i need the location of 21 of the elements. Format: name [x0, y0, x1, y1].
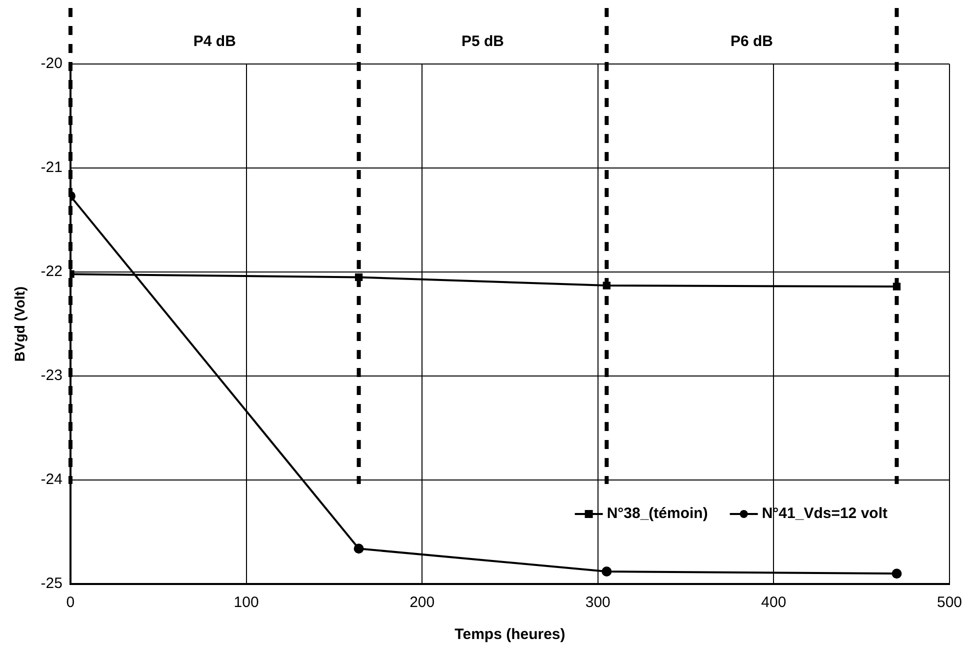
point: [602, 566, 612, 577]
x-tick-label: 500: [936, 594, 962, 612]
y-tick-label: -24: [40, 471, 62, 488]
y-tick-label: -23: [40, 367, 62, 384]
y-tick-label: -20: [40, 55, 62, 72]
x-tick-label: 200: [410, 594, 435, 612]
text: P4 dB: [193, 33, 236, 50]
x-tick-label: 0: [66, 594, 75, 612]
y-axis-title: BVgd (Volt): [11, 286, 28, 362]
point: [892, 568, 902, 579]
x-axis-title: Temps (heures): [454, 626, 566, 644]
text: P5 dB: [461, 33, 504, 50]
text: P6 dB: [730, 33, 774, 50]
legend-label: N°38_(témoin): [606, 505, 708, 522]
y-tick-label: -21: [40, 159, 62, 176]
y-tick-label: -25: [40, 575, 62, 592]
point: [354, 544, 364, 554]
x-tick-label: 400: [761, 594, 786, 612]
y-tick-label: -22: [40, 263, 62, 280]
x-tick-label: 100: [234, 594, 259, 612]
x-tick-label: 300: [585, 594, 610, 612]
